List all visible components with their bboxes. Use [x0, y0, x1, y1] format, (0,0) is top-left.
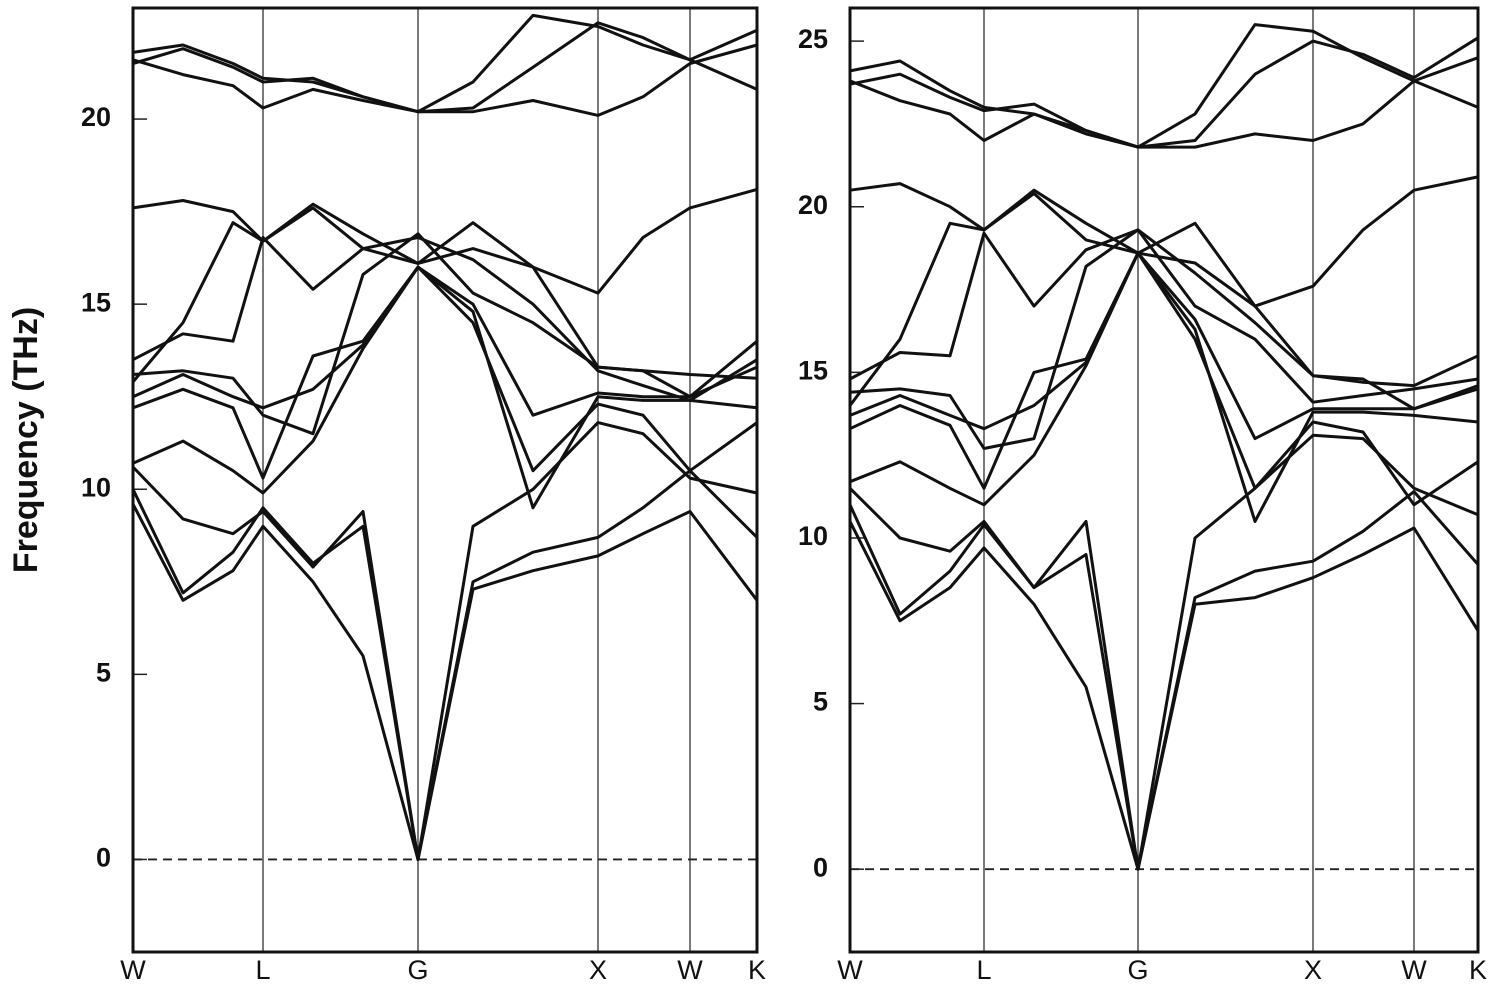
band-line [849, 228, 1479, 388]
x-tick-label: K [748, 955, 766, 985]
x-tick-label: W [677, 955, 703, 985]
band-line [132, 236, 758, 402]
band-line [132, 43, 758, 117]
y-tick-label: 5 [96, 657, 111, 687]
y-tick-label: 20 [798, 190, 828, 220]
band-line [132, 199, 758, 399]
band-line [132, 265, 758, 510]
x-tick-label: G [407, 955, 428, 985]
y-tick-label: 20 [81, 102, 111, 132]
band-line [132, 232, 758, 436]
band-line [849, 251, 1479, 441]
band-line [131, 469, 759, 861]
y-tick-label: 15 [798, 355, 828, 385]
x-tick-label: W [837, 955, 863, 985]
plot-frame [848, 6, 1480, 954]
band-line [849, 228, 1479, 450]
x-tick-label: G [1127, 955, 1148, 985]
y-tick-label: 5 [813, 687, 828, 717]
y-tick-label: 15 [81, 287, 111, 317]
x-tick-label: X [1304, 955, 1322, 985]
x-tick-label: L [976, 955, 991, 985]
band-line [131, 421, 758, 861]
band-line [132, 13, 758, 114]
band-line [849, 36, 1479, 149]
band-line [849, 182, 1479, 411]
x-tick-label: W [1401, 955, 1427, 985]
band-line [132, 265, 758, 495]
plot-frame [131, 6, 759, 954]
band-line [848, 520, 1480, 871]
x-tick-label: K [1469, 955, 1487, 985]
y-tick-label: 10 [81, 472, 111, 502]
band-line [132, 265, 758, 417]
y-axis-label: Frequency (THz) [7, 307, 45, 573]
band-line [132, 21, 758, 114]
x-tick-label: L [255, 955, 270, 985]
y-tick-label: 10 [798, 521, 828, 551]
band-line [849, 251, 1479, 507]
x-tick-label: W [120, 955, 146, 985]
y-tick-label: 25 [798, 24, 828, 54]
band-line [848, 433, 1479, 871]
y-tick-label: 0 [813, 852, 828, 882]
y-tick-label: 0 [96, 843, 111, 873]
x-tick-label: X [589, 955, 607, 985]
